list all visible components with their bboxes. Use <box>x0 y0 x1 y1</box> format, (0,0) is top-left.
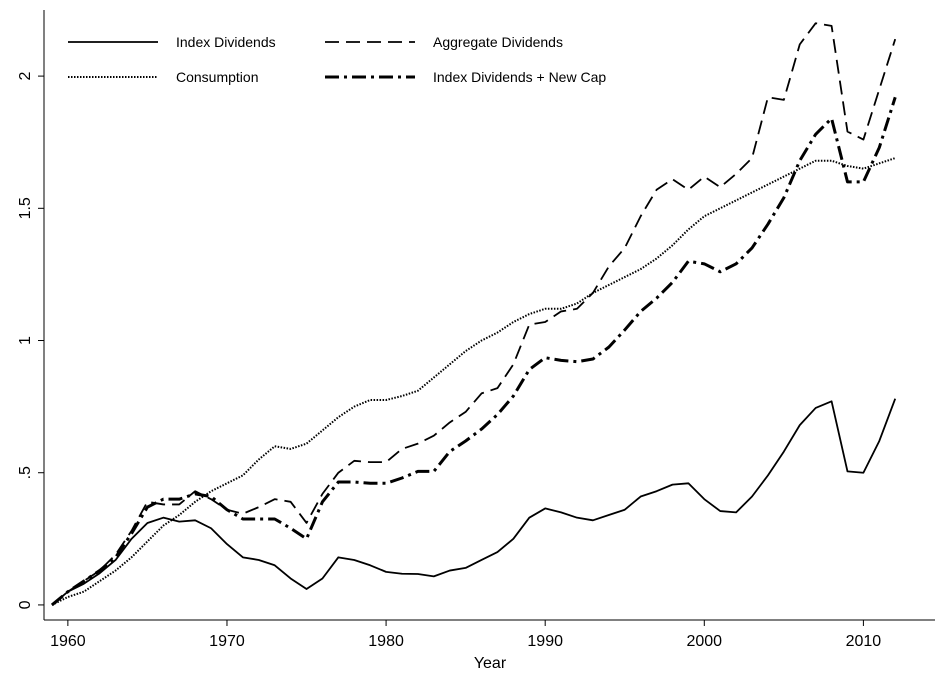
x-tick-label: 1970 <box>209 633 245 650</box>
y-tick-label: 2 <box>17 72 34 81</box>
legend-label: Index Dividends + New Cap <box>433 69 606 85</box>
x-tick-label: 1960 <box>50 633 86 650</box>
x-axis-title: Year <box>474 655 507 672</box>
legend-label: Consumption <box>176 69 259 85</box>
x-tick-label: 2000 <box>686 633 722 650</box>
series-line <box>51 22 897 606</box>
x-tick-label: 2010 <box>846 633 882 650</box>
legend-label: Aggregate Dividends <box>433 34 563 50</box>
series-line <box>51 398 897 606</box>
legend-label: Index Dividends <box>176 34 276 50</box>
series-line <box>51 157 896 606</box>
y-tick-label: 1.5 <box>17 197 34 219</box>
y-tick-label: 1 <box>17 336 34 345</box>
series-line <box>51 96 897 607</box>
y-tick-label: .5 <box>17 466 34 479</box>
y-tick-label: 0 <box>17 600 34 609</box>
x-tick-label: 1980 <box>368 633 404 650</box>
x-tick-label: 1990 <box>527 633 563 650</box>
